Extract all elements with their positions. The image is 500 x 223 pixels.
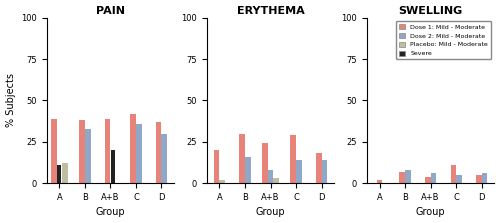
Bar xyxy=(162,134,167,183)
Bar xyxy=(57,165,62,183)
X-axis label: Group: Group xyxy=(96,207,125,217)
Bar xyxy=(456,175,462,183)
Bar xyxy=(322,160,327,183)
Title: PAIN: PAIN xyxy=(96,6,125,16)
Bar xyxy=(130,114,136,183)
X-axis label: Group: Group xyxy=(416,207,446,217)
Bar xyxy=(450,165,456,183)
Bar xyxy=(245,157,250,183)
Bar xyxy=(400,171,405,183)
Bar xyxy=(214,150,220,183)
Bar xyxy=(274,178,279,183)
Bar xyxy=(476,175,482,183)
X-axis label: Group: Group xyxy=(256,207,286,217)
Bar xyxy=(268,170,274,183)
Title: ERYTHEMA: ERYTHEMA xyxy=(236,6,304,16)
Bar xyxy=(425,177,430,183)
Bar xyxy=(316,153,322,183)
Bar xyxy=(482,173,488,183)
Bar xyxy=(376,180,382,183)
Legend: Dose 1: Mild - Moderate, Dose 2: Mild - Moderate, Placebo: Mild - Moderate, Seve: Dose 1: Mild - Moderate, Dose 2: Mild - … xyxy=(396,21,492,60)
Bar xyxy=(290,135,296,183)
Bar xyxy=(136,124,141,183)
Bar xyxy=(80,120,85,183)
Bar xyxy=(262,143,268,183)
Bar xyxy=(51,119,57,183)
Title: SWELLING: SWELLING xyxy=(398,6,462,16)
Bar xyxy=(405,170,410,183)
Bar xyxy=(296,160,302,183)
Bar xyxy=(62,163,68,183)
Bar xyxy=(105,119,110,183)
Y-axis label: % Subjects: % Subjects xyxy=(6,73,16,127)
Bar xyxy=(430,173,436,183)
Bar xyxy=(220,180,225,183)
Bar xyxy=(111,150,116,183)
Bar xyxy=(240,134,245,183)
Bar xyxy=(85,129,90,183)
Bar xyxy=(156,122,162,183)
